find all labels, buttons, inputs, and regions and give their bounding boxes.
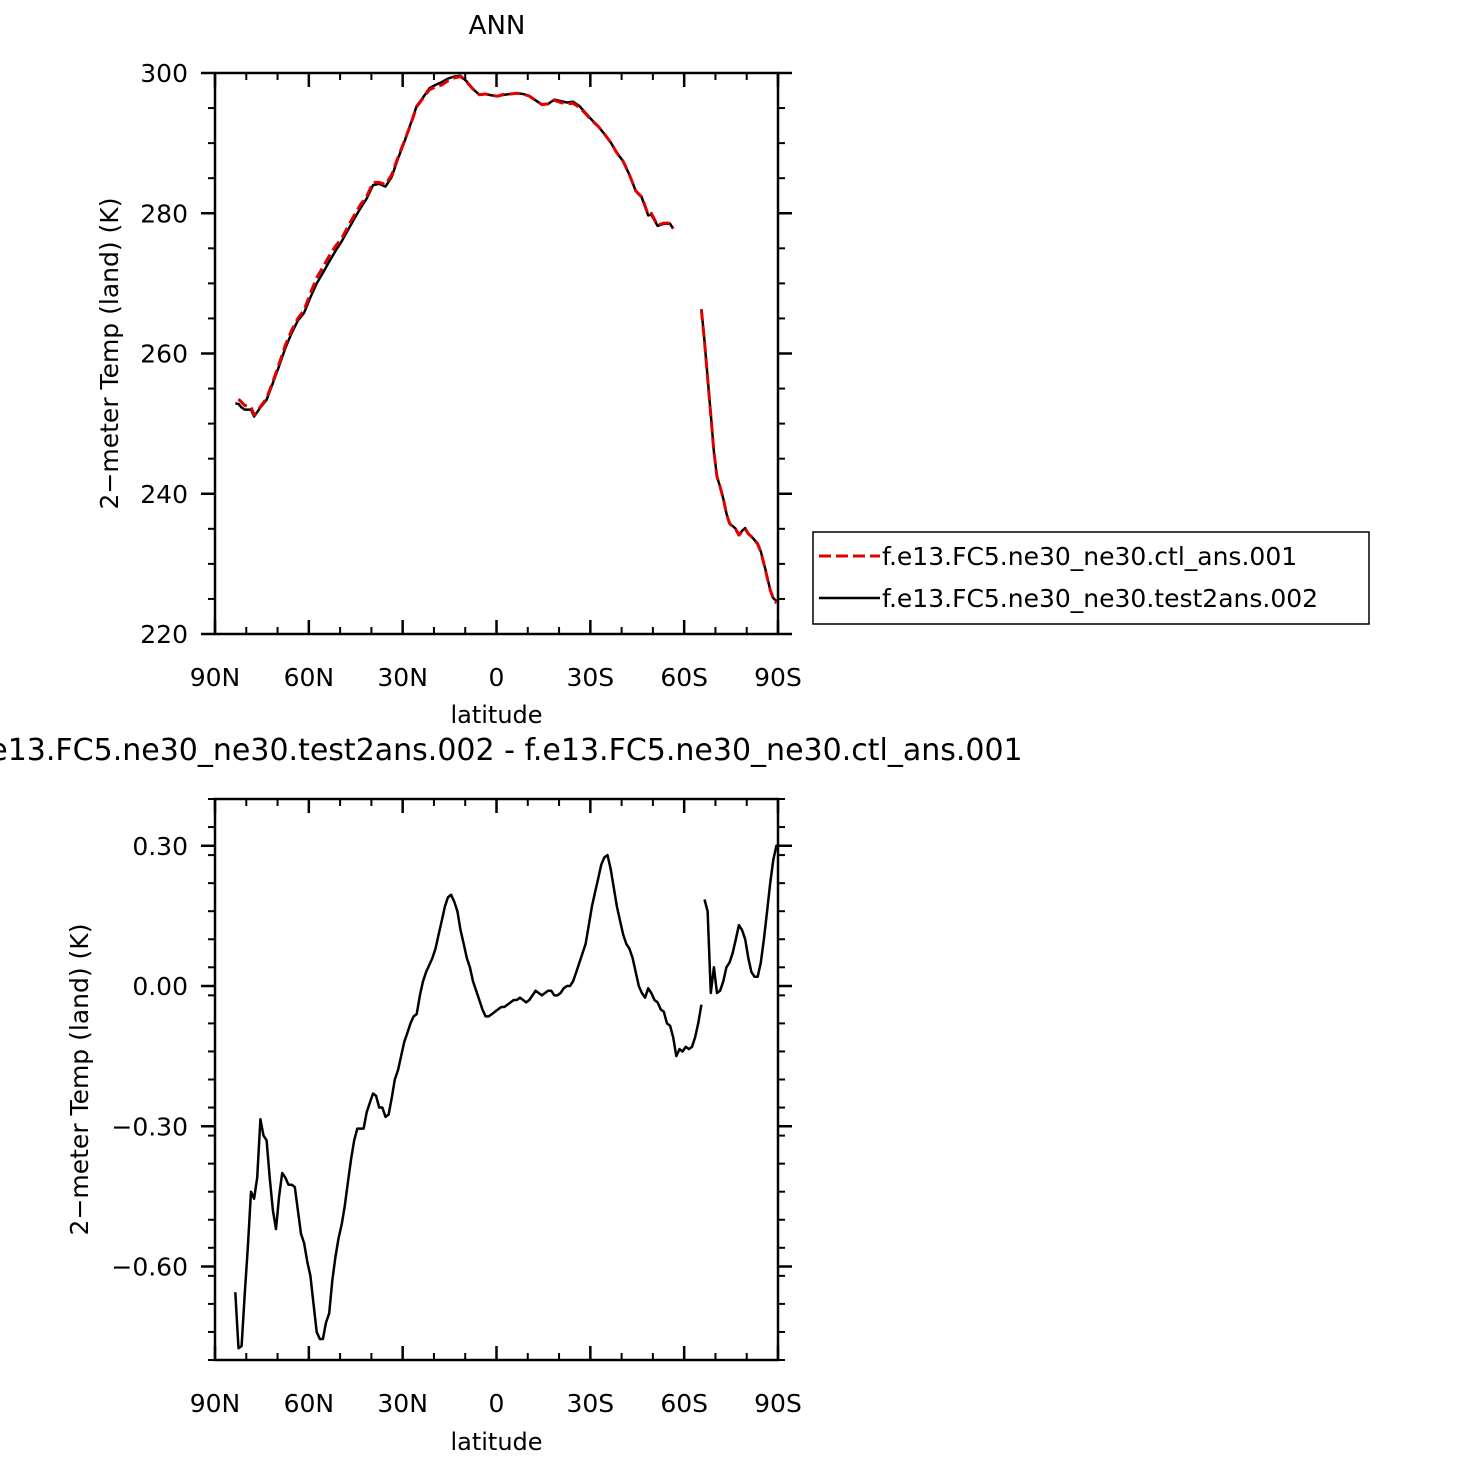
x-tick-label: 90S — [754, 663, 802, 692]
x-tick-label: 60N — [284, 1389, 335, 1418]
y-tick-label: 300 — [140, 59, 188, 88]
series-line-ctl-segment-1 — [699, 309, 778, 604]
x-tick-label: 60S — [660, 1389, 708, 1418]
x-tick-label: 60S — [660, 663, 708, 692]
bottom-chart-title: f.e13.FC5.ne30_ne30.test2ans.002 - f.e13… — [0, 733, 1023, 768]
y-tick-label: −0.30 — [111, 1112, 188, 1141]
series-line-test-segment-0 — [235, 74, 675, 418]
x-axis-label: latitude — [450, 1428, 542, 1456]
x-axis-label: latitude — [450, 701, 542, 729]
x-tick-label: 0 — [489, 1389, 505, 1418]
y-tick-label: 280 — [140, 199, 188, 228]
y-tick-label: 0.30 — [132, 832, 188, 861]
top-chart-title: ANN — [469, 11, 526, 41]
x-tick-label: 90N — [190, 663, 241, 692]
legend-label-test: f.e13.FC5.ne30_ne30.test2ans.002 — [882, 584, 1318, 613]
series-line-difference-segment-0 — [234, 853, 703, 1350]
series-line-ctl-segment-0 — [237, 75, 675, 417]
x-tick-label: 90N — [190, 1389, 241, 1418]
plot-frame — [213, 71, 780, 636]
plot-frame — [213, 797, 780, 1362]
x-tick-label: 60N — [284, 663, 335, 692]
x-tick-label: 30N — [377, 1389, 428, 1418]
x-tick-label: 30N — [377, 663, 428, 692]
top-chart: 90N 60N 30N 0 30S 60S 90S 220 240 260 280 300 latitu… — [95, 59, 802, 729]
y-tick-label: −0.60 — [111, 1253, 188, 1282]
y-tick-label: 260 — [140, 340, 188, 369]
bottom-chart: 90N 60N 30N 0 30S 60S 90S −0.60 −0.30 0.00 0.30 lat… — [65, 797, 802, 1456]
y-tick-label: 220 — [140, 620, 188, 649]
legend-label-ctl: f.e13.FC5.ne30_ne30.ctl_ans.001 — [882, 542, 1297, 571]
legend: f.e13.FC5.ne30_ne30.ctl_ans.001 f.e13.FC… — [812, 531, 1370, 625]
y-tick-label: 0.00 — [132, 972, 188, 1001]
series-line-test-segment-1 — [700, 309, 778, 602]
y-axis-label: 2−meter Temp (land) (K) — [65, 924, 94, 1236]
series-line-difference-segment-1 — [703, 844, 780, 995]
legend-box — [812, 531, 1370, 625]
x-tick-label: 90S — [754, 1389, 802, 1418]
y-tick-label: 240 — [140, 480, 188, 509]
x-tick-label: 0 — [489, 663, 505, 692]
x-tick-label: 30S — [566, 663, 614, 692]
y-axis-label: 2−meter Temp (land) (K) — [95, 198, 124, 510]
x-tick-label: 30S — [566, 1389, 614, 1418]
